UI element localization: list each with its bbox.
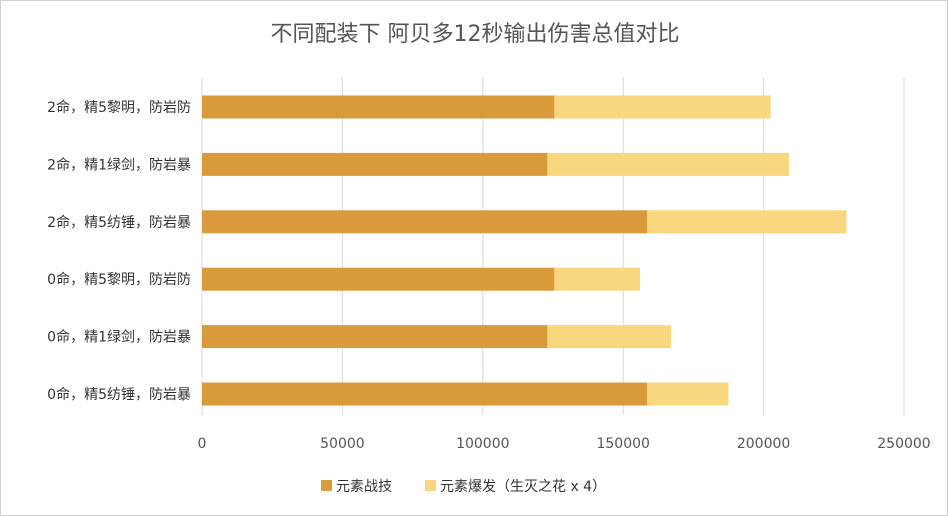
legend-entry: 元素战技 <box>336 479 392 495</box>
category-label: 2命，精5纺锤，防岩暴 <box>47 214 191 231</box>
x-tick-label: 50000 <box>320 436 365 452</box>
x-tick-labels: 0 50000 100000 150000 200000 250000 <box>198 436 931 452</box>
bar-segment <box>647 382 729 406</box>
bar-segment <box>202 267 555 291</box>
legend-swatch <box>425 480 436 491</box>
legend-entry: 元素爆发（生灭之花 x 4） <box>440 479 606 495</box>
x-tick-label: 250000 <box>877 436 930 452</box>
bar-segment <box>202 210 648 234</box>
x-tick-label: 0 <box>198 436 207 452</box>
bar-segment <box>547 152 789 176</box>
chart-title: 不同配装下 阿贝多12秒输出伤害总值对比 <box>271 22 680 47</box>
bars <box>202 95 847 406</box>
bar-segment <box>202 152 548 176</box>
bar-segment <box>647 210 847 234</box>
bar-segment <box>202 382 648 406</box>
category-label: 0命，精5黎明，防岩防 <box>47 271 191 288</box>
grid-lines <box>201 77 905 415</box>
category-label: 2命，精1绿剑，防岩暴 <box>47 156 191 173</box>
x-tick-label: 100000 <box>456 436 509 452</box>
bar-segment <box>202 95 555 119</box>
category-label: 0命，精5纺锤，防岩暴 <box>47 386 191 403</box>
category-label: 0命，精1绿剑，防岩暴 <box>47 329 191 346</box>
x-tick-label: 200000 <box>737 436 790 452</box>
bar-segment <box>554 95 771 119</box>
category-label: 2命，精5黎明，防岩防 <box>47 99 191 116</box>
legend-swatch <box>321 480 332 491</box>
bar-segment <box>554 267 641 291</box>
category-labels: 2命，精5黎明，防岩防 2命，精1绿剑，防岩暴 2命，精5纺锤，防岩暴 0命，精5黎明… <box>47 99 191 403</box>
x-tick-label: 150000 <box>596 436 649 452</box>
legend: 元素战技 元素爆发（生灭之花 x 4） <box>321 479 606 495</box>
bar-segment <box>202 325 548 349</box>
bar-segment <box>547 325 671 349</box>
